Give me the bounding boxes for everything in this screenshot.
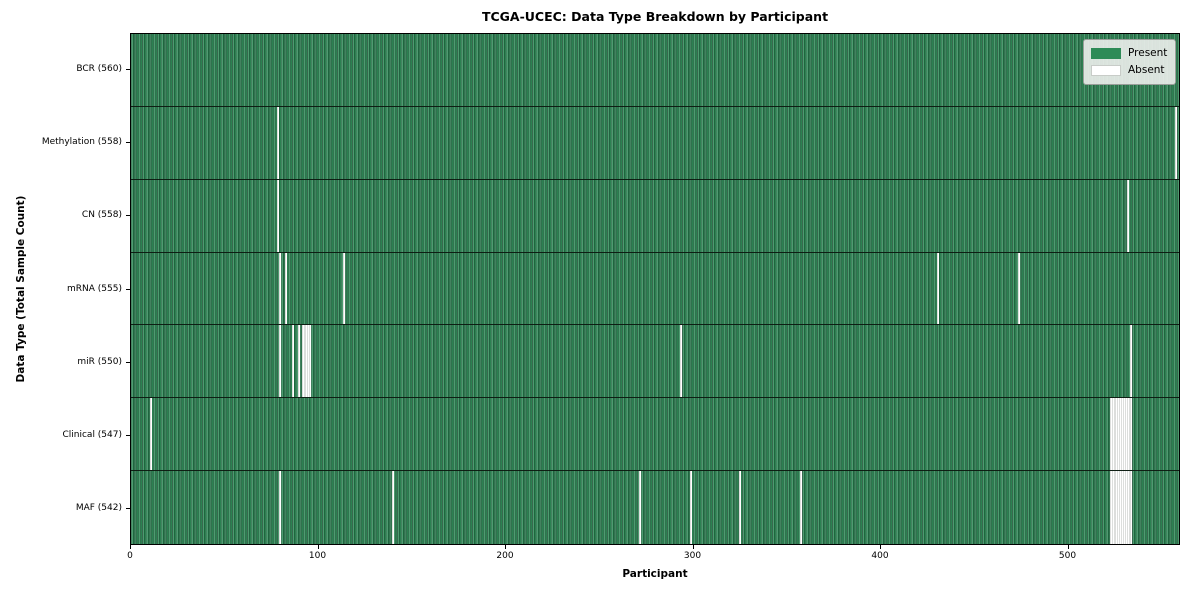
x-tick-mark [317, 545, 319, 549]
x-tick-label: 200 [496, 551, 514, 561]
legend-item-absent: Absent [1091, 62, 1168, 79]
absent-stripe [1121, 471, 1123, 544]
row-mir [131, 325, 1179, 399]
row-clinical [131, 398, 1179, 472]
x-tick-label: 0 [127, 551, 133, 561]
legend-item-present: Present [1091, 45, 1168, 62]
row-bcr [131, 34, 1179, 107]
absent-stripe [292, 325, 295, 398]
x-tick-label: 100 [308, 551, 327, 561]
absent-stripe [279, 252, 282, 325]
absent-stripe [277, 179, 280, 252]
absent-stripe [1126, 471, 1129, 544]
x-tick-mark [692, 545, 694, 549]
absent-stripe [680, 325, 683, 398]
absent-stripe [149, 398, 152, 471]
row-maf [131, 471, 1179, 544]
absent-stripe [1117, 471, 1120, 544]
absent-stripe [277, 106, 280, 179]
absent-stripe [1119, 398, 1122, 471]
x-tick-label: 300 [683, 551, 702, 561]
y-tick-mark [126, 69, 130, 71]
absent-stripe [1113, 471, 1116, 544]
chart-title: TCGA-UCEC: Data Type Breakdown by Partic… [481, 9, 829, 24]
absent-stripe [1130, 398, 1133, 471]
absent-stripe [1109, 471, 1112, 544]
row-methylation [131, 106, 1179, 180]
absent-stripe [1117, 398, 1120, 471]
absent-stripe [1115, 398, 1118, 471]
absent-stripe [1109, 398, 1112, 471]
x-tick-mark [130, 545, 131, 549]
absent-stripe [1124, 471, 1127, 544]
absent-stripe [284, 252, 287, 325]
absent-stripe [1122, 471, 1125, 544]
absent-stripe [279, 471, 282, 544]
absent-stripe [1115, 471, 1118, 544]
y-tick-label-mrna: mRNA (555) [67, 283, 122, 294]
absent-stripe [307, 325, 310, 398]
absent-stripe [639, 471, 642, 544]
absent-stripe [1130, 471, 1133, 544]
x-tick-mark [1067, 545, 1069, 549]
absent-stripe [342, 252, 345, 325]
row-cn [131, 179, 1179, 253]
absent-stripe [800, 471, 803, 544]
y-tick-label-cn: CN (558) [81, 210, 122, 221]
y-tick-label-methylation: Methylation (558) [41, 137, 122, 148]
y-tick-label-mir: miR (550) [77, 356, 122, 367]
y-tick-mark [126, 142, 130, 144]
y-tick-label-bcr: BCR (560) [76, 64, 122, 75]
absent-stripe [309, 325, 312, 398]
absent-stripe [1130, 325, 1133, 398]
absent-stripe [1126, 179, 1129, 252]
y-tick-mark [126, 215, 130, 217]
absent-stripe [301, 325, 304, 398]
y-tick-mark [126, 507, 130, 509]
x-tick-mark [505, 545, 506, 549]
legend-swatch-absent [1091, 65, 1121, 76]
legend-label: Absent [1128, 64, 1165, 76]
absent-stripe [1124, 398, 1127, 471]
y-tick-mark [126, 361, 130, 363]
absent-stripe [1111, 398, 1114, 471]
absent-stripe [1128, 398, 1131, 471]
absent-stripe [1121, 398, 1123, 471]
absent-stripe [1017, 252, 1020, 325]
absent-stripe [1113, 398, 1116, 471]
absent-stripe [689, 471, 692, 544]
legend: Present Absent [1083, 39, 1176, 85]
x-axis-title: Participant [622, 568, 688, 580]
absent-stripe [303, 325, 306, 398]
x-tick-label: 500 [1058, 551, 1077, 561]
row-mrna [131, 252, 1179, 326]
plot-area [130, 33, 1180, 545]
y-tick-label-clinical: Clinical (547) [62, 429, 122, 440]
y-tick-mark [126, 288, 130, 290]
absent-stripe [937, 252, 940, 325]
y-tick-mark [126, 434, 130, 436]
legend-label: Present [1128, 47, 1168, 59]
y-tick-label-maf: MAF (542) [75, 502, 122, 513]
absent-stripe [1126, 398, 1129, 471]
x-tick-label: 400 [871, 551, 889, 561]
absent-stripe [305, 325, 308, 398]
absent-stripe [1111, 471, 1114, 544]
x-tick-mark [880, 545, 881, 549]
absent-stripe [1128, 471, 1131, 544]
absent-stripe [1122, 398, 1125, 471]
absent-stripe [391, 471, 394, 544]
absent-stripe [1119, 471, 1122, 544]
absent-stripe [297, 325, 300, 398]
absent-stripe [738, 471, 741, 544]
absent-stripe [279, 325, 282, 398]
absent-stripe [1175, 106, 1178, 179]
legend-swatch-present [1091, 48, 1121, 59]
